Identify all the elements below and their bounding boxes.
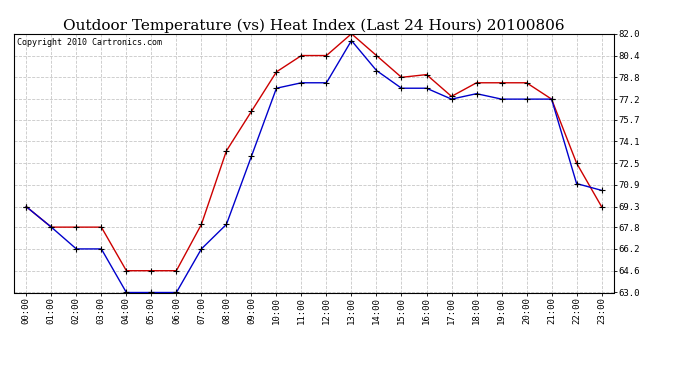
Text: Copyright 2010 Cartronics.com: Copyright 2010 Cartronics.com: [17, 38, 161, 46]
Title: Outdoor Temperature (vs) Heat Index (Last 24 Hours) 20100806: Outdoor Temperature (vs) Heat Index (Las…: [63, 18, 564, 33]
